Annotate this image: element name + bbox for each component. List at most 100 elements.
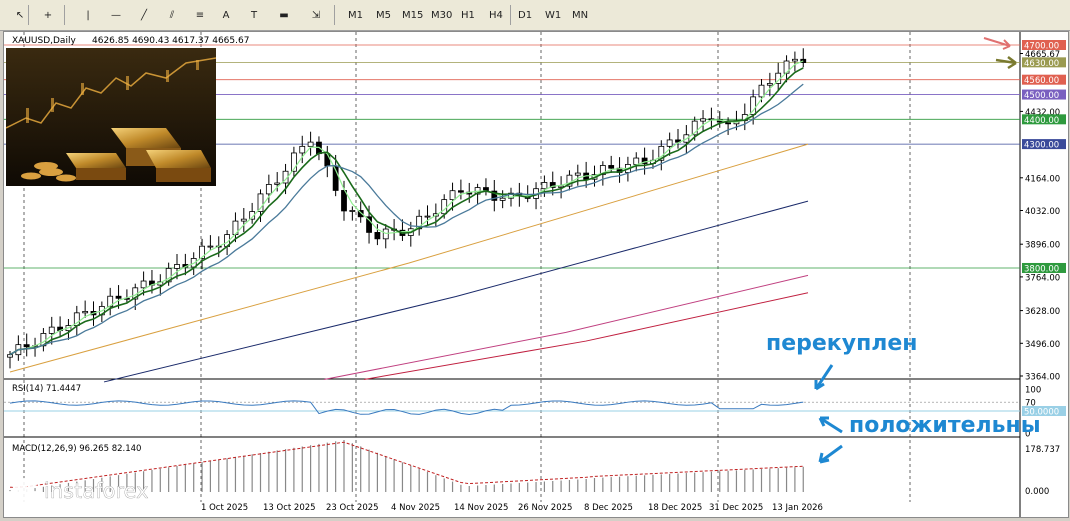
- timeframe-m1[interactable]: M1: [348, 9, 363, 21]
- date-tick: 31 Dec 2025: [709, 503, 763, 513]
- annotation-positive: положительны: [849, 413, 1041, 438]
- vertical-line-icon[interactable]: |: [86, 9, 90, 21]
- price-tick: 4032.00: [1025, 207, 1060, 217]
- text-label-icon[interactable]: T: [250, 9, 258, 21]
- price-tick: 4665.67: [1025, 50, 1060, 60]
- ma-slow-line: [9, 83, 804, 356]
- price-tick: 4432.00: [1025, 108, 1060, 118]
- price-tick: 4630.00: [1024, 59, 1059, 69]
- price-tick: 4164.00: [1025, 174, 1060, 184]
- fibonacci-icon[interactable]: ≡: [195, 9, 205, 21]
- candle: [691, 120, 698, 136]
- equidistant-channel-icon[interactable]: ⫽: [169, 9, 175, 21]
- candle: [324, 153, 331, 167]
- arrow-icon: [983, 37, 1011, 50]
- candle: [541, 182, 548, 190]
- arrow-icon: [995, 56, 1017, 70]
- rsi-tick: 0: [1025, 430, 1030, 440]
- candle: [792, 58, 798, 62]
- arrow-up-icon: [818, 416, 843, 434]
- ma-magenta-line: [323, 274, 809, 380]
- rectangle-icon[interactable]: ▬: [279, 9, 289, 21]
- candle: [307, 141, 314, 147]
- candle: [115, 295, 122, 299]
- candle: [165, 268, 172, 283]
- ma-orange-line: [9, 143, 809, 373]
- instaforex-watermark: instaforex Instant Forex Trading: [8, 478, 149, 514]
- date-tick: 26 Nov 2025: [518, 503, 572, 513]
- toolbar: ↖ + | — ╱ ⫽ ≡ A T ▬ ⇲ M1 M5 M15 M30 H1 H4 D1 W1 MN: [0, 0, 1070, 31]
- candle: [574, 172, 581, 176]
- macd-tick: 178.737: [1025, 445, 1060, 455]
- crosshair-icon[interactable]: +: [43, 9, 53, 21]
- timeframe-m5[interactable]: M5: [376, 9, 391, 21]
- rsi-tick: 100: [1025, 386, 1041, 396]
- price-tag-2: [1022, 57, 1066, 68]
- candle: [566, 174, 573, 187]
- brand-tagline: Instant Forex Trading: [46, 504, 141, 514]
- cursor-icon[interactable]: ↖: [15, 9, 25, 21]
- price-tick: 3764.00: [1025, 273, 1060, 283]
- candle: [82, 311, 89, 314]
- price-tick: 3628.00: [1025, 307, 1060, 317]
- annotation-overbought: перекуплен: [766, 331, 918, 356]
- candle: [599, 165, 606, 176]
- horizontal-line-icon[interactable]: —: [111, 9, 121, 21]
- timeframe-d1[interactable]: D1: [518, 9, 533, 21]
- candle: [666, 139, 673, 147]
- candle: [174, 264, 180, 269]
- trendline-icon[interactable]: ╱: [140, 9, 148, 21]
- candle: [48, 326, 55, 334]
- date-tick: 18 Dec 2025: [648, 503, 702, 513]
- ma-navy-line: [103, 200, 809, 383]
- arrows-icon[interactable]: ⇲: [311, 9, 321, 21]
- date-tick: 14 Nov 2025: [454, 503, 508, 513]
- macd-tick: 0.000: [1025, 487, 1049, 497]
- price-tick: 4700.00: [1024, 42, 1059, 52]
- timeframe-h4[interactable]: H4: [489, 9, 503, 21]
- arrow-down-icon: [814, 364, 834, 391]
- ma-fast-line: [9, 60, 804, 356]
- rsi-tick: 70: [1025, 399, 1036, 409]
- candle: [491, 190, 498, 201]
- timeframe-h1[interactable]: H1: [461, 9, 475, 21]
- chart-window[interactable]: 4700.00 4665.67 4630.00 4560.00 4500.00 4432.…: [3, 31, 1069, 518]
- price-tick: 4400.00: [1024, 116, 1059, 126]
- rsi-line: [9, 400, 804, 416]
- macd-label: MACD(12,26,9) 96.265 82.140: [12, 444, 141, 454]
- candle: [800, 58, 807, 64]
- date-tick: 23 Oct 2025: [326, 503, 379, 513]
- candle: [265, 184, 272, 195]
- timeframe-w1[interactable]: W1: [545, 9, 562, 21]
- candle: [457, 190, 464, 193]
- candle: [499, 197, 506, 201]
- date-tick: 4 Nov 2025: [391, 503, 440, 513]
- macd-signal-line: [10, 441, 804, 488]
- timeframe-mn[interactable]: MN: [572, 9, 589, 21]
- candle: [199, 245, 205, 259]
- candle: [357, 210, 364, 218]
- macd-histogram: [9, 440, 804, 492]
- timeframe-m30[interactable]: M30: [431, 9, 453, 21]
- price-tag-3: [1022, 74, 1066, 85]
- candle: [207, 245, 214, 248]
- candle: [758, 84, 765, 98]
- candle: [290, 152, 297, 172]
- ma-mid-line: [9, 67, 804, 356]
- timeframe-m15[interactable]: M15: [402, 9, 424, 21]
- date-tick: 1 Oct 2025: [201, 503, 248, 513]
- date-tick: 8 Dec 2025: [584, 503, 633, 513]
- price-tick: 3800.00: [1024, 264, 1059, 274]
- candle: [608, 165, 615, 169]
- text-icon[interactable]: A: [222, 9, 230, 21]
- ohlc-values: 4626.85 4690.43 4617.37 4665.67: [92, 36, 249, 46]
- candle: [766, 83, 773, 86]
- candle: [299, 145, 306, 154]
- price-tick: 3896.00: [1025, 241, 1060, 251]
- price-tag-11: [1022, 262, 1066, 273]
- rsi-tick: 50.0000: [1024, 408, 1059, 418]
- brand-name: instaforex: [44, 479, 149, 503]
- candle: [658, 145, 665, 161]
- candle: [424, 215, 431, 218]
